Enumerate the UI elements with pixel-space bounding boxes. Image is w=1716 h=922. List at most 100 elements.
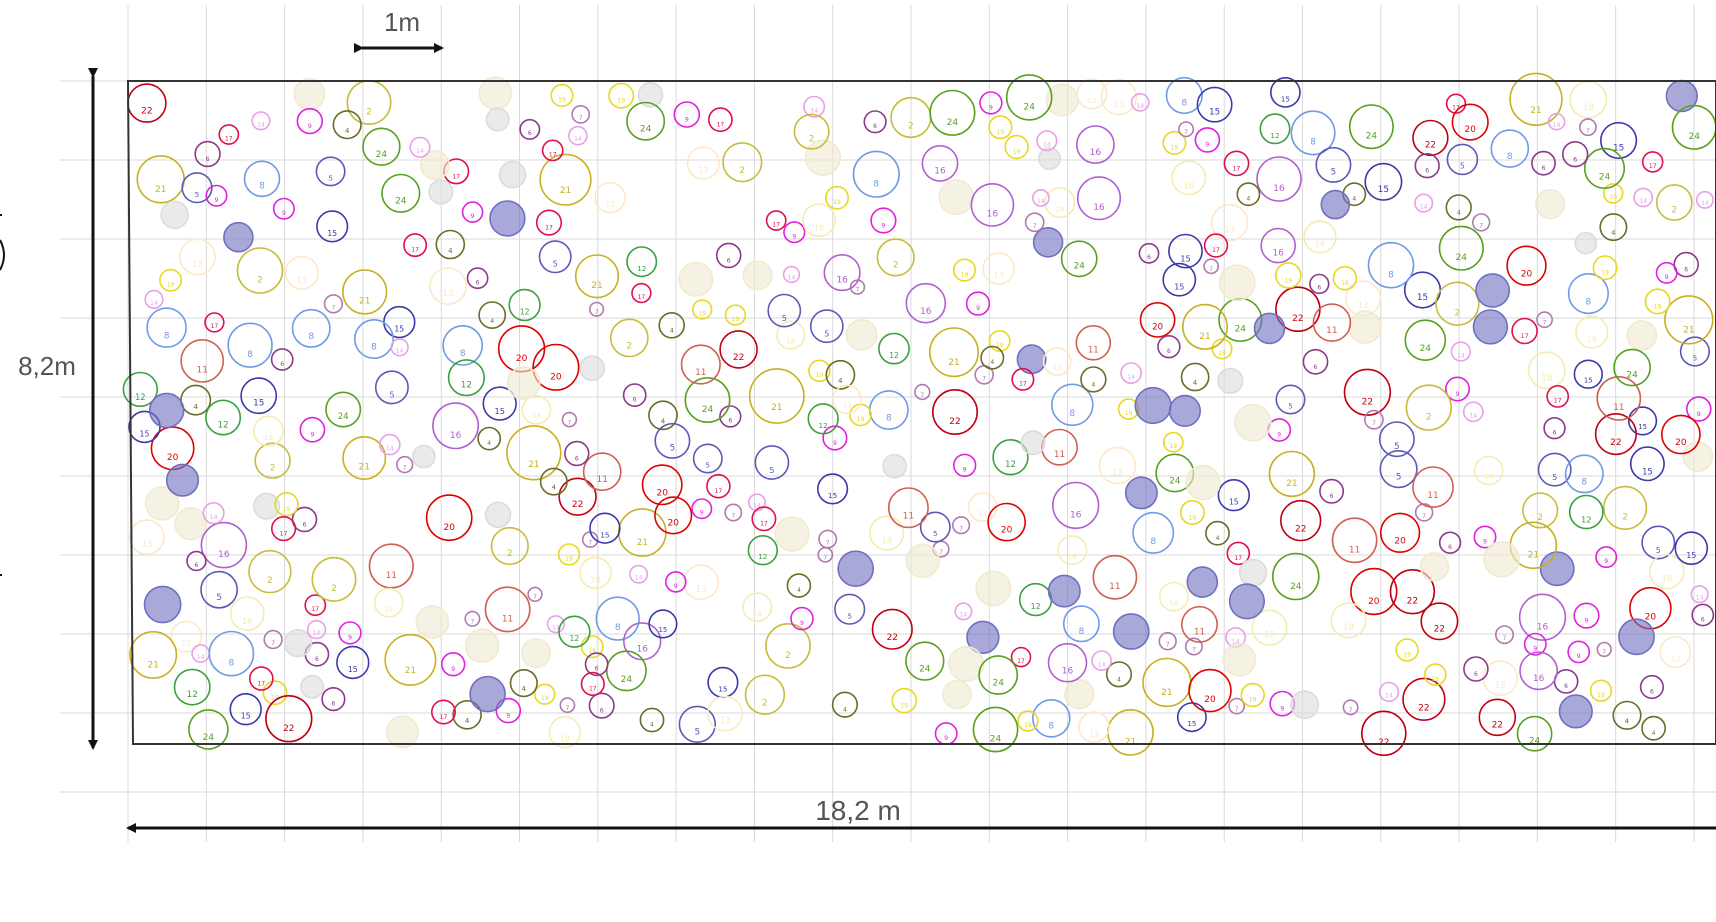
plant-circle-number: 12 (1031, 602, 1041, 611)
plant-circle-species-3 (1539, 551, 1575, 587)
plant-circle-species-18 (1648, 553, 1685, 590)
left-edge-mark (0, 214, 2, 576)
plant-circle-number: 8 (1586, 298, 1592, 308)
plant-circle-species-4 (1641, 715, 1667, 741)
plant-circle-species-22 (1420, 602, 1459, 641)
plant-circle-number: 19 (1654, 303, 1662, 310)
plant-circle-species-24 (362, 127, 401, 166)
plant-circle-number: 15 (1174, 282, 1184, 291)
plant-circle-number: 21 (147, 660, 158, 670)
plant-circle-number: 14 (1457, 352, 1465, 359)
plant-circle-species-3 (1665, 79, 1699, 113)
plant-circle-species-20 (654, 496, 693, 535)
plant-circle-number: 24 (1074, 262, 1086, 272)
plant-circle-number: 13 (1495, 681, 1506, 691)
plant-circle-number: 24 (1420, 344, 1432, 354)
plant-circle-number: 24 (395, 197, 407, 207)
plant-circle-number: 19 (271, 694, 279, 701)
plant-circle-number: 24 (376, 150, 388, 160)
plant-circle-species-20 (1139, 301, 1176, 338)
plant-circle-number: 7 (1479, 223, 1483, 230)
plant-circle-number: 8 (1069, 409, 1075, 419)
plant-circle-species-17 (430, 699, 456, 725)
plant-circle-species-7 (571, 105, 591, 124)
plant-circle-species-10 (1419, 552, 1450, 582)
plant-circle-number: 19 (1609, 194, 1617, 201)
plant-circle-species-19 (988, 329, 1011, 352)
plant-circle-species-14 (1450, 341, 1472, 362)
plant-circle-number: 6 (315, 656, 319, 663)
plant-circle-number: 2 (1671, 205, 1677, 215)
plant-circle-species-2 (236, 247, 284, 294)
plant-circle-number: 22 (1610, 438, 1621, 448)
plant-circle-number: 5 (1331, 168, 1336, 178)
plant-circle-species-19 (1592, 255, 1618, 281)
plant-circle-number: 21 (405, 666, 416, 676)
plant-circle-number: 12 (570, 634, 580, 643)
plant-circle-species-10 (415, 605, 450, 640)
plant-circle-species-1 (283, 628, 313, 658)
plant-circle-species-8 (1564, 454, 1604, 494)
plant-circle-species-4 (539, 467, 568, 496)
plant-circle-number: 9 (471, 213, 475, 220)
plant-circle-species-8 (1132, 511, 1175, 554)
plant-circle-number: 7 (271, 640, 275, 647)
plant-circle-species-5 (1641, 525, 1676, 560)
plant-circle-species-14 (1036, 130, 1058, 152)
plant-circle-number: 18 (1343, 623, 1354, 633)
plant-circle-species-13 (1042, 347, 1072, 376)
plant-circle-species-3 (1253, 312, 1286, 345)
plant-circle-species-8 (243, 160, 281, 198)
plant-circle-species-10 (948, 646, 985, 682)
plant-circle-species-13 (128, 519, 165, 556)
plant-circle-species-15 (1162, 262, 1197, 297)
plant-circle-number: 15 (659, 626, 668, 634)
plant-circle-number: 21 (1528, 551, 1539, 561)
plant-circle-species-7 (1471, 213, 1491, 232)
plant-circle-number: 7 (470, 619, 474, 626)
plant-circle-number: 19 (816, 372, 824, 379)
plant-circle-number: 8 (1310, 138, 1316, 148)
plant-circle-species-19 (274, 492, 299, 517)
plant-circle-species-2 (1435, 281, 1480, 326)
plant-circle-species-19 (1395, 638, 1419, 662)
plant-circle-species-1 (1217, 367, 1244, 394)
plant-circle-number: 13 (1112, 469, 1123, 479)
plant-circle-number: 17 (1234, 555, 1242, 562)
plant-circle-number: 14 (1385, 693, 1393, 700)
plant-circle-species-22 (1279, 499, 1322, 542)
plant-circle-number: 19 (1249, 697, 1257, 704)
plant-circle-species-20 (532, 343, 580, 391)
plant-circle-number: 21 (358, 463, 369, 473)
plant-circle-species-21 (928, 327, 979, 378)
plant-circle-species-3 (1168, 394, 1201, 428)
plant-circle-species-9 (461, 201, 484, 223)
plant-circle-number: 21 (948, 358, 959, 368)
plant-circle-number: 6 (595, 666, 599, 673)
plant-circle-number: 14 (313, 630, 321, 637)
plant-circle-number: 4 (1216, 535, 1220, 542)
plant-circle-number: 6 (1147, 254, 1151, 261)
plant-circle-species-22 (1478, 698, 1517, 737)
plant-circle-number: 8 (259, 182, 265, 192)
plant-circle-number: 20 (1521, 269, 1533, 279)
plant-circle-species-11 (1412, 466, 1454, 509)
plant-circle-species-24 (1005, 74, 1053, 121)
plant-circle-species-11 (1312, 303, 1352, 342)
bed-outline (126, 80, 1716, 745)
plant-circle-number: 4 (1352, 196, 1356, 203)
plant-circle-number: 21 (637, 538, 648, 548)
plant-circle-species-10 (938, 179, 975, 216)
plant-circle-species-8 (146, 307, 187, 348)
plant-circle-number: 13 (192, 260, 203, 270)
plant-circle-number: 7 (1166, 642, 1170, 649)
plant-circle-number: 2 (270, 463, 276, 473)
plant-circle-species-19 (1179, 499, 1205, 525)
plant-circle-species-13 (170, 620, 203, 653)
plant-circle-species-17 (218, 124, 240, 145)
plant-circle-number: 19 (833, 199, 841, 206)
plant-circle-number: 9 (1280, 706, 1284, 713)
plant-circle-number: 19 (1169, 443, 1177, 450)
plant-circle-number: 6 (1564, 683, 1568, 690)
